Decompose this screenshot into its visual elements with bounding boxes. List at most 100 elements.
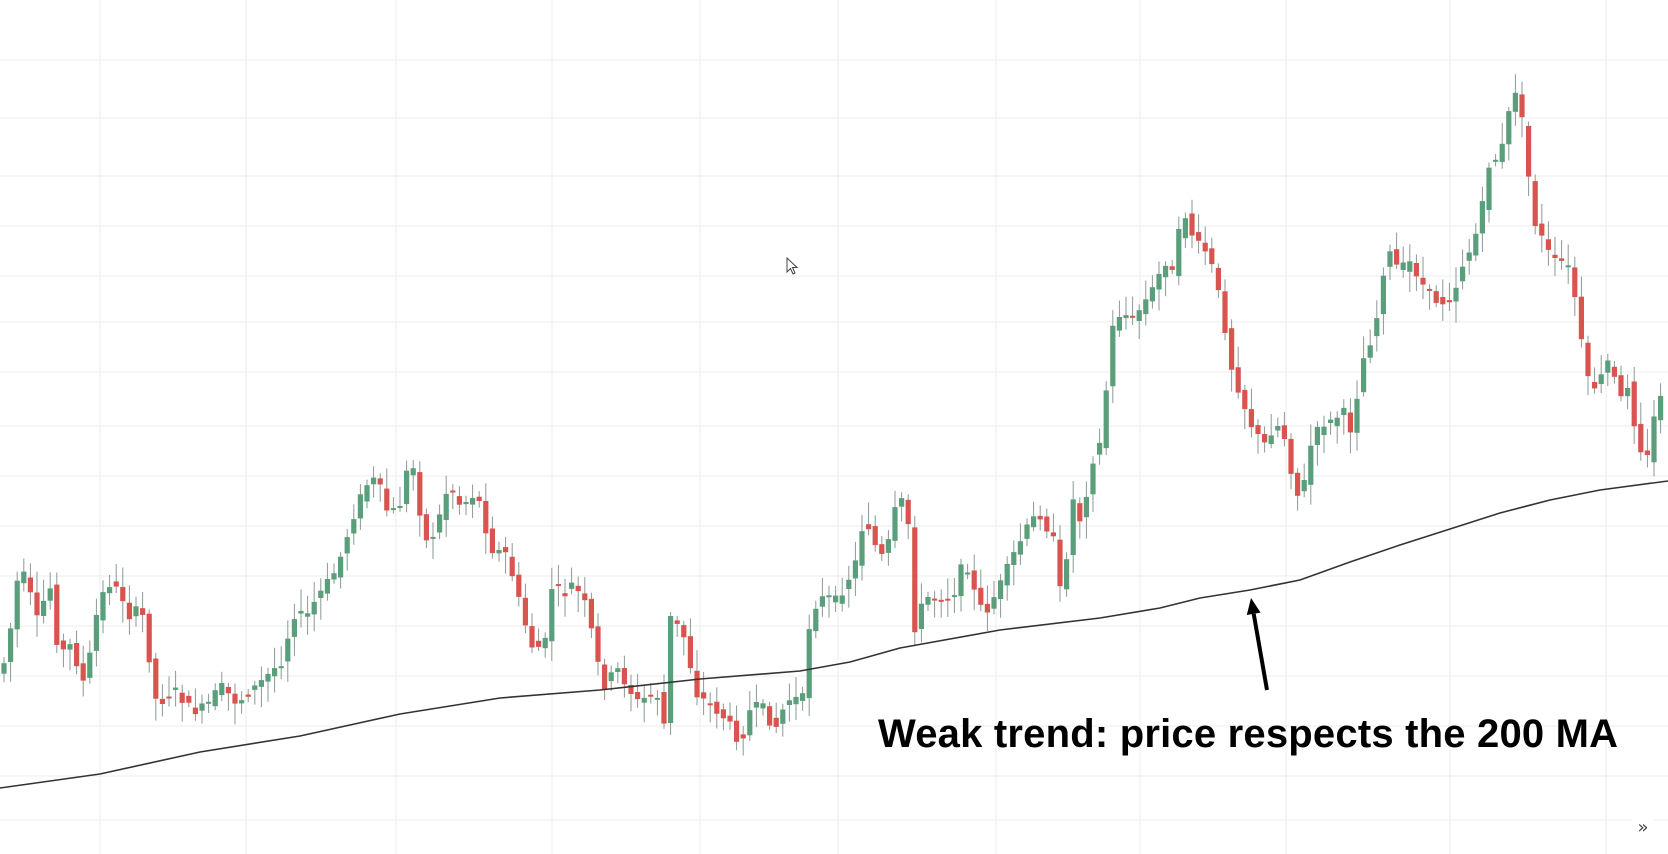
candle-body (1611, 366, 1617, 377)
candle-body (1512, 92, 1518, 112)
candle (397, 486, 403, 512)
candle (1222, 279, 1228, 341)
candle-body (1427, 288, 1433, 291)
candle (1486, 162, 1492, 223)
candle-body (120, 587, 126, 602)
candle-body (192, 707, 198, 715)
candle-body (324, 579, 330, 594)
candle-body (93, 614, 99, 651)
candle (1255, 419, 1261, 454)
candle (562, 578, 568, 617)
candle (833, 585, 839, 612)
candle-body (1136, 310, 1142, 321)
candle-body (1545, 239, 1551, 250)
candle (998, 573, 1004, 618)
candle (430, 522, 436, 559)
candle (219, 671, 225, 702)
candle (225, 682, 231, 711)
candle-body (714, 701, 720, 714)
candle (199, 694, 205, 724)
candle (1097, 428, 1103, 465)
candle (305, 595, 311, 635)
candle (1262, 426, 1268, 453)
candle-body (879, 544, 885, 554)
candle (740, 726, 746, 756)
candle-body (1519, 94, 1525, 118)
candle-body (615, 668, 621, 672)
candle (192, 688, 198, 721)
candle-body (1176, 229, 1182, 277)
candle (747, 691, 753, 741)
candle-body (291, 619, 297, 637)
candle-body (364, 485, 370, 502)
candle (720, 703, 726, 731)
candle-body (813, 608, 819, 632)
candle (1420, 256, 1426, 300)
candle-body (918, 603, 924, 629)
candle (978, 569, 984, 612)
candle (1526, 121, 1532, 196)
candle (1, 657, 7, 683)
candle (569, 567, 575, 595)
candle (324, 562, 330, 601)
candle (1519, 81, 1525, 138)
candle (1598, 355, 1604, 394)
candle (1301, 463, 1307, 498)
candle (100, 580, 106, 634)
candle-body (344, 537, 350, 554)
candle (786, 683, 792, 722)
candle (1110, 310, 1116, 403)
candle (390, 497, 396, 514)
candle-body (1242, 389, 1248, 410)
candle (450, 484, 456, 510)
candle (232, 683, 238, 725)
candle-body (819, 596, 825, 607)
candle-body (1578, 296, 1584, 340)
candle-body (496, 550, 502, 554)
candle-body (1473, 233, 1479, 256)
candle-body (555, 584, 561, 587)
candle-body (1387, 251, 1393, 267)
candle (555, 564, 561, 607)
candle (126, 585, 132, 635)
candle-body (602, 664, 608, 690)
candle (67, 638, 73, 671)
candle-body (661, 692, 667, 724)
candle (245, 689, 251, 703)
candle (1050, 513, 1056, 542)
candle (773, 702, 779, 734)
candle-body (285, 638, 291, 662)
candle (516, 562, 522, 607)
candle-body (701, 692, 707, 699)
candle-body (1460, 266, 1466, 282)
candle-body (390, 508, 396, 511)
candle (404, 460, 410, 513)
candle-body (1334, 417, 1340, 427)
candle (1380, 267, 1386, 335)
candle (1077, 497, 1083, 539)
candle-body (1466, 252, 1472, 261)
candle-body (80, 663, 86, 681)
candle-body (1618, 375, 1624, 397)
candle (885, 530, 891, 566)
candle-body (1361, 358, 1367, 393)
candle (338, 552, 344, 589)
candle-body (357, 494, 363, 519)
candle-body (595, 626, 601, 662)
candle-body (1539, 223, 1545, 236)
candle (1288, 433, 1294, 490)
scroll-to-realtime-button[interactable]: » (1630, 814, 1656, 840)
candle-body (1083, 496, 1089, 518)
candle (1493, 153, 1499, 167)
candle-body (305, 613, 311, 617)
candle (654, 690, 660, 716)
candle-body (34, 592, 40, 616)
mouse-cursor-icon (786, 257, 799, 275)
candle-body (126, 602, 132, 620)
candle (21, 558, 27, 592)
candle-body (1196, 232, 1202, 241)
candle-body (998, 580, 1004, 599)
candle (1123, 296, 1129, 330)
candle (879, 535, 885, 561)
